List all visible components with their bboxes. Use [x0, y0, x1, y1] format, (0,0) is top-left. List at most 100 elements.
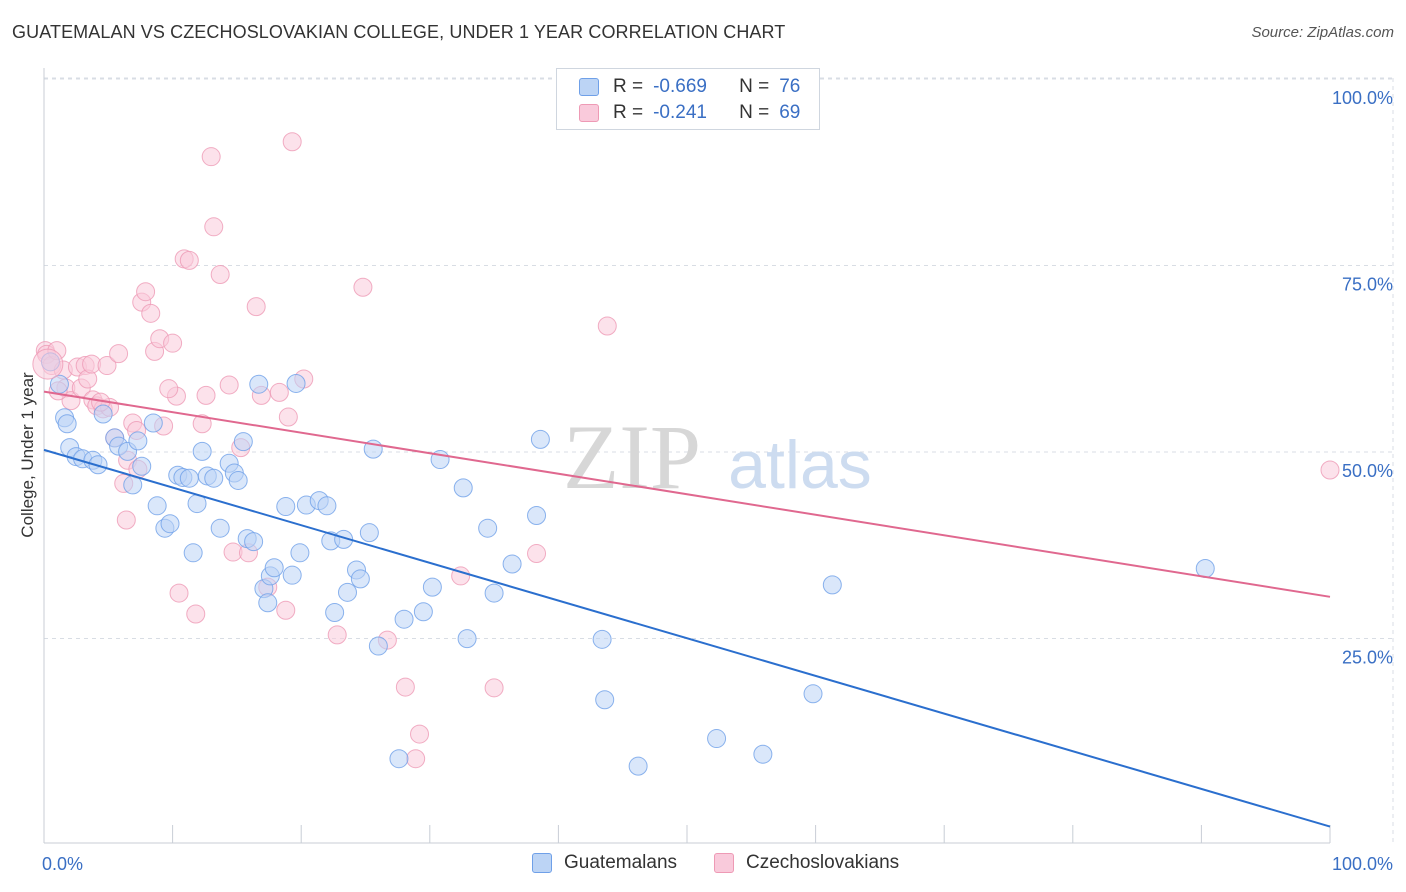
guatemalan-point: [233, 432, 253, 452]
watermark-zip: ZIP: [563, 406, 701, 508]
guatemalan-point: [183, 543, 203, 563]
guatemalan-point: [179, 468, 199, 488]
guatemalan-point: [530, 429, 550, 449]
trend-lines: [43, 390, 1331, 828]
czechoslovakian-point: [159, 379, 179, 399]
guatemalan-point: [422, 577, 442, 597]
legend-item-guatemalans: Guatemalans: [532, 852, 677, 874]
guatemalan-point: [502, 554, 522, 574]
czechoslovakian-point: [169, 583, 189, 603]
czechoslovakian-point: [353, 277, 373, 297]
czechoslovakian-point: [276, 600, 296, 620]
stats-legend: R = -0.669 N = 76 R = -0.241 N = 69: [556, 68, 820, 130]
guatemalan-point: [822, 575, 842, 595]
guatemalan-point: [394, 609, 414, 629]
guatemalan-point: [413, 602, 433, 622]
guatemalan-point: [317, 496, 337, 516]
guatemalan-point: [244, 532, 264, 552]
legend-label-czechoslovakians: Czechoslovakians: [746, 852, 900, 873]
guatemalan-point: [128, 431, 148, 451]
guatemalan-point: [803, 684, 823, 704]
guatemalan-point: [359, 523, 379, 543]
guatemalan-point: [132, 456, 152, 476]
data-points: [32, 87, 1340, 776]
guatemalan-point: [753, 744, 773, 764]
czechoslovakian-point: [192, 414, 212, 434]
legend-swatch-czechoslovakians: [714, 853, 734, 873]
czechoslovakian-point: [269, 382, 289, 402]
guatemalan-point: [337, 582, 357, 602]
guatemalan-point: [1195, 558, 1215, 578]
guatemalan-point: [147, 496, 167, 516]
y-tick-label: 75.0%: [1342, 275, 1393, 295]
guatemalan-point: [192, 441, 212, 461]
czechoslovakian-point: [163, 333, 183, 353]
y-tick-label: 100.0%: [1332, 88, 1393, 108]
czechoslovakian-point: [484, 678, 504, 698]
r-value: -0.669: [653, 76, 707, 97]
legend-swatch-guatemalans: [532, 853, 552, 873]
czechoslovakian-point: [201, 147, 221, 167]
axes: [43, 68, 1331, 844]
guatemalan-point: [595, 690, 615, 710]
guatemalan-point: [160, 514, 180, 534]
guatemalan-point: [457, 629, 477, 649]
guatemalan-point: [527, 506, 547, 526]
guatemalan-trend-line: [43, 448, 1331, 828]
guatemalan-point: [484, 583, 504, 603]
czechoslovakian-point: [97, 356, 117, 376]
n-label: N =: [739, 76, 770, 97]
n-label: N =: [739, 102, 770, 123]
guatemalan-point: [282, 565, 302, 585]
r-label: R =: [613, 76, 644, 97]
stats-row-guatemalans: R = -0.669 N = 76: [579, 74, 800, 100]
czechoslovakian-point: [219, 375, 239, 395]
n-value: 69: [779, 102, 801, 123]
swatch-czechoslovakians: [579, 104, 599, 122]
czechoslovakian-point: [196, 385, 216, 405]
czechoslovakian-point: [179, 250, 199, 270]
guatemalan-point: [264, 558, 284, 578]
guatemalan-point: [453, 478, 473, 498]
czechoslovakian-point: [395, 677, 415, 697]
czechoslovakian-point: [116, 510, 136, 530]
source-label: Source: ZipAtlas.com: [1251, 24, 1394, 41]
czechoslovakian-point: [141, 303, 161, 323]
guatemalan-point: [143, 413, 163, 433]
czechoslovakian-point: [1320, 460, 1340, 480]
legend-item-czechoslovakians: Czechoslovakians: [714, 852, 899, 874]
x-tick-label-max: 100.0%: [1332, 854, 1393, 874]
swatch-guatemalans: [579, 78, 599, 96]
n-value: 76: [779, 76, 801, 97]
czechoslovakian-point: [109, 344, 129, 364]
guatemalan-point: [57, 414, 77, 434]
guatemalan-point: [228, 470, 248, 490]
x-tick-label-min: 0.0%: [42, 854, 83, 874]
guatemalan-point: [93, 404, 113, 424]
tick-labels: 25.0% 50.0% 75.0% 100.0% 0.0% 100.0%: [42, 88, 1393, 874]
czechoslovakian-point: [210, 265, 230, 285]
czechoslovakian-point: [327, 625, 347, 645]
guatemalan-point: [290, 543, 310, 563]
czechoslovakian-point: [410, 724, 430, 744]
r-label: R =: [613, 102, 644, 123]
czechoslovakian-point: [597, 316, 617, 336]
y-tick-label: 25.0%: [1342, 648, 1393, 668]
czechoslovakian-point: [246, 297, 266, 317]
y-tick-label: 50.0%: [1342, 461, 1393, 481]
y-axis-label: College, Under 1 year: [18, 372, 37, 538]
grid-lines: [44, 77, 1395, 843]
guatemalan-point: [286, 373, 306, 393]
czechoslovakian-point: [136, 282, 156, 302]
czechoslovakian-point: [204, 217, 224, 237]
guatemalan-point: [325, 602, 345, 622]
chart-title: GUATEMALAN VS CZECHOSLOVAKIAN COLLEGE, U…: [12, 22, 786, 42]
czechoslovakian-point: [278, 407, 298, 427]
stats-row-czechoslovakians: R = -0.241 N = 69: [579, 100, 800, 126]
watermark: ZIP atlas: [563, 406, 872, 508]
guatemalan-point: [368, 636, 388, 656]
czechoslovakian-cluster-point: [32, 348, 64, 380]
guatemalan-point: [478, 518, 498, 538]
czechoslovakian-point: [186, 604, 206, 624]
